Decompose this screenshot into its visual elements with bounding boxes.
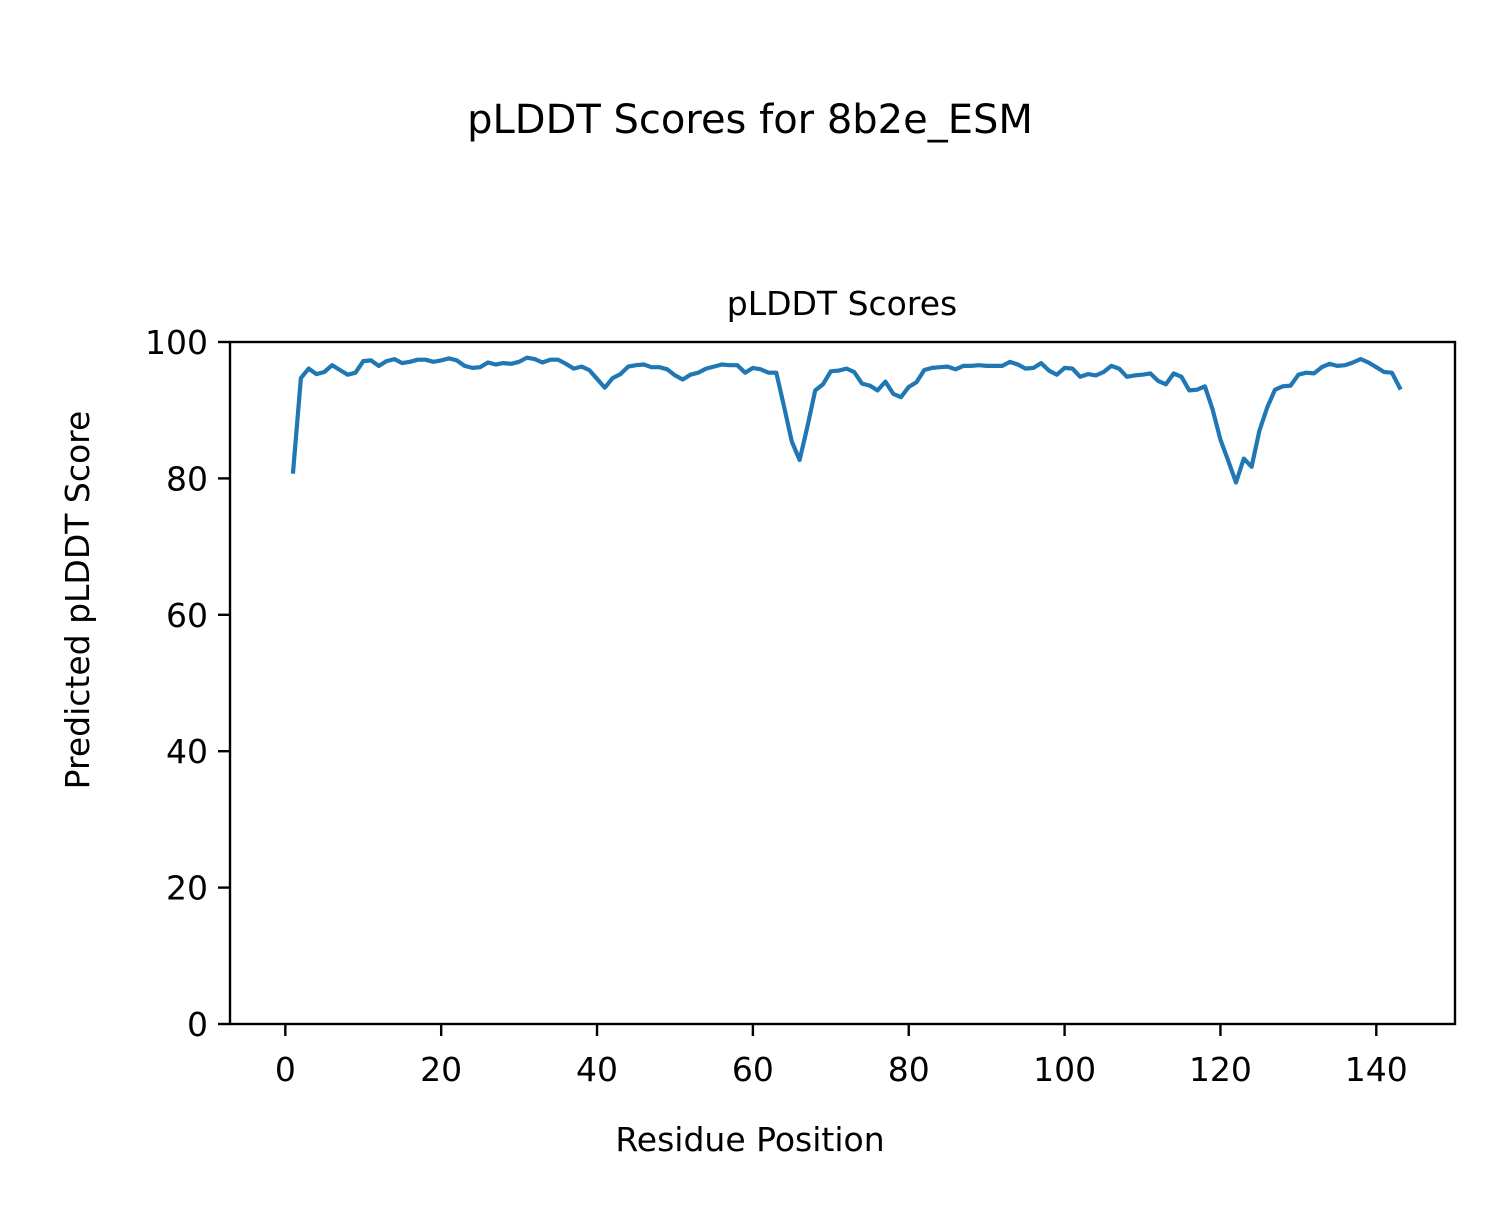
x-tick-label: 20 [420, 1050, 462, 1089]
chart-title: pLDDT Scores [727, 284, 957, 323]
y-tick-label: 100 [145, 323, 208, 362]
y-tick-label: 0 [187, 1005, 208, 1044]
series-line [290, 355, 1403, 485]
y-tick-label: 40 [166, 732, 208, 771]
x-tick-label: 0 [275, 1050, 296, 1089]
y-tick-label: 80 [166, 459, 208, 498]
x-tick-label: 60 [732, 1050, 774, 1089]
y-tick-label: 20 [166, 869, 208, 908]
y-tick-label: 60 [166, 596, 208, 635]
x-axis-label: Residue Position [615, 1120, 884, 1159]
x-tick-label: 80 [888, 1050, 930, 1089]
y-axis-label: Predicted pLDDT Score [58, 411, 97, 790]
x-tick-label: 140 [1345, 1050, 1408, 1089]
x-tick-label: 40 [576, 1050, 618, 1089]
y-axis-ticks: 0 20 40 60 80 100 [145, 323, 230, 1044]
figure-title: pLDDT Scores for 8b2e_ESM [467, 97, 1033, 143]
x-tick-label: 100 [1033, 1050, 1096, 1089]
x-tick-label: 120 [1189, 1050, 1252, 1089]
plot-frame [228, 340, 1457, 1026]
x-axis-ticks: 0 20 40 60 80 100 120 140 [275, 1024, 1408, 1089]
